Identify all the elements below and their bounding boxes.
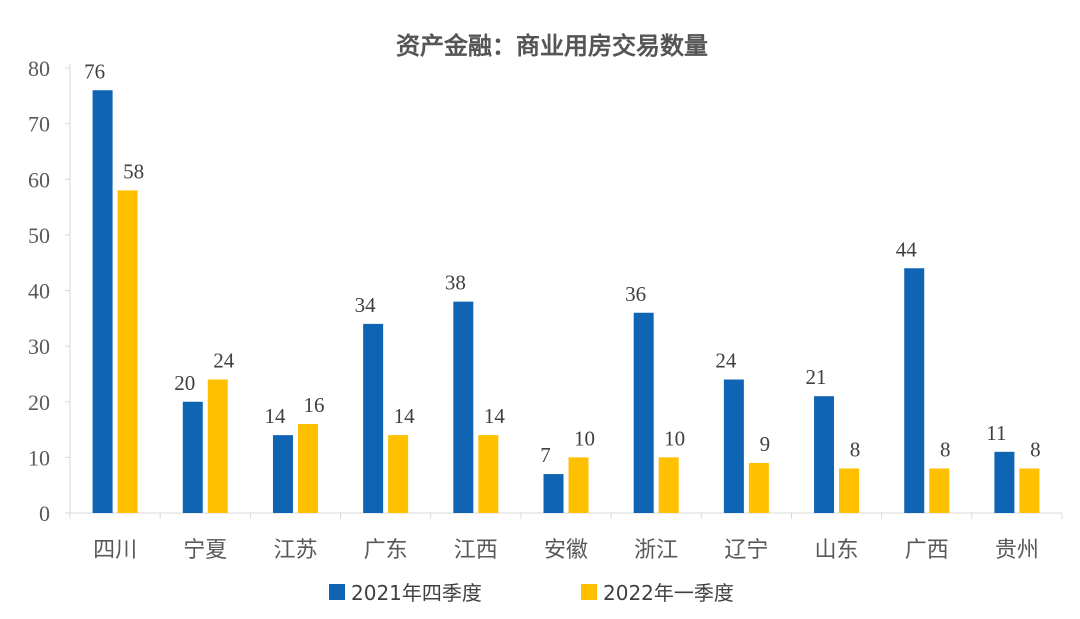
y-tick-label: 40 — [28, 279, 50, 304]
data-label: 8 — [940, 438, 951, 462]
data-label: 58 — [123, 159, 144, 183]
bar — [363, 323, 384, 513]
bar — [182, 401, 203, 513]
chart-title: 资产金融：商业用房交易数量 — [396, 32, 708, 60]
x-tick-label: 广东 — [364, 538, 408, 563]
bar — [117, 190, 138, 513]
y-tick-label: 10 — [28, 445, 50, 470]
bar — [207, 379, 228, 513]
data-label: 36 — [625, 282, 646, 306]
bar — [478, 435, 499, 513]
x-tick-label: 贵州 — [995, 538, 1039, 563]
bar — [904, 268, 925, 513]
data-label: 24 — [213, 349, 235, 373]
data-label: 10 — [664, 426, 685, 450]
bar — [658, 457, 679, 513]
data-labels: 76 58 20 24 14 16 34 14 38 14 7 10 36 10 24 9 21 8 44 8 11 8 — [84, 59, 1041, 467]
data-label: 24 — [715, 349, 737, 373]
data-label: 8 — [850, 438, 861, 462]
data-label: 16 — [303, 393, 324, 417]
bar — [453, 301, 474, 513]
y-tick-label: 0 — [39, 501, 50, 526]
bar — [929, 468, 950, 513]
data-label: 20 — [174, 371, 195, 395]
bar — [568, 457, 589, 513]
data-label: 14 — [394, 404, 416, 428]
legend: 2021年四季度 2022年一季度 — [329, 581, 734, 605]
y-tick-label: 20 — [28, 390, 50, 415]
bar — [1019, 468, 1040, 513]
x-tick-label: 广西 — [905, 538, 949, 563]
legend-swatch — [329, 584, 345, 600]
bar — [297, 424, 318, 513]
data-label: 14 — [264, 404, 286, 428]
axes: 0 10 20 30 40 50 60 70 80 四川 宁夏 江苏 广东 江西 安徽 浙江 辽宁 山东 广西 贵州 — [28, 56, 1063, 563]
data-label: 10 — [574, 426, 595, 450]
x-tick-label: 山东 — [815, 538, 859, 563]
data-label: 11 — [986, 421, 1006, 445]
data-label: 34 — [355, 293, 377, 317]
bar — [723, 379, 744, 513]
bar — [633, 312, 654, 513]
x-tick-label: 江苏 — [273, 538, 317, 563]
legend-label: 2022年一季度 — [603, 581, 734, 605]
y-tick-label: 80 — [28, 56, 50, 81]
x-tick-label: 辽宁 — [724, 538, 768, 563]
data-label: 76 — [84, 59, 105, 83]
bar — [92, 90, 113, 513]
legend-label: 2021年四季度 — [351, 581, 482, 605]
y-tick-label: 50 — [28, 223, 50, 248]
bar — [814, 396, 835, 513]
bar — [748, 462, 769, 513]
data-label: 7 — [540, 443, 551, 467]
data-label: 44 — [896, 237, 918, 261]
legend-swatch — [581, 584, 597, 600]
bar — [272, 435, 293, 513]
data-label: 9 — [760, 432, 771, 456]
data-label: 8 — [1030, 438, 1041, 462]
bar — [839, 468, 860, 513]
data-label: 21 — [806, 365, 827, 389]
x-tick-label: 浙江 — [634, 538, 678, 563]
x-tick-label: 四川 — [93, 538, 137, 563]
data-label: 38 — [445, 271, 466, 295]
y-tick-label: 30 — [28, 334, 50, 359]
x-tick-label: 宁夏 — [183, 538, 227, 563]
y-tick-label: 60 — [28, 167, 50, 192]
x-tick-label: 江西 — [454, 538, 498, 563]
y-tick-label: 70 — [28, 112, 50, 137]
data-label: 14 — [484, 404, 506, 428]
bar — [543, 474, 564, 513]
x-tick-label: 安徽 — [544, 538, 588, 563]
bar — [994, 451, 1015, 513]
bar — [388, 435, 409, 513]
bars — [92, 90, 1040, 513]
